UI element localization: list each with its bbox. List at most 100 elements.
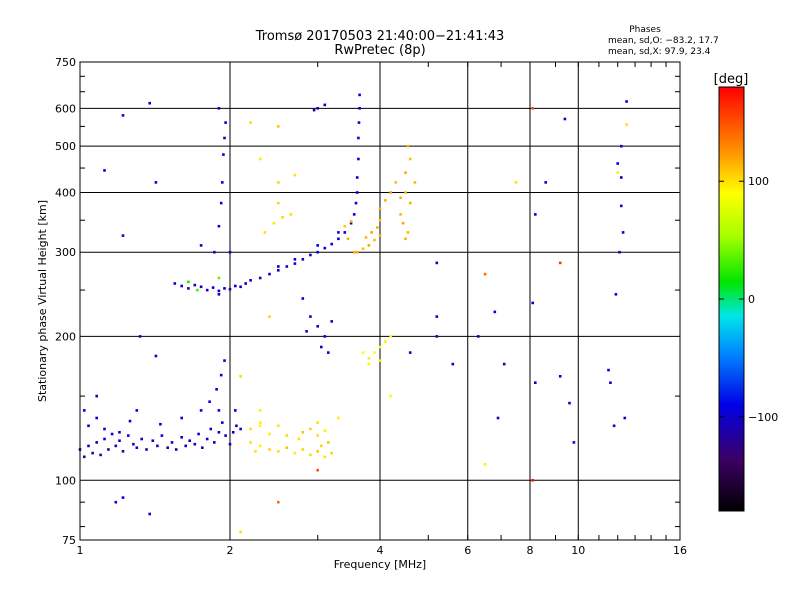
x-tick-label: 1	[77, 544, 84, 557]
data-point	[221, 181, 224, 184]
y-tick-label: 500	[55, 140, 76, 153]
data-point	[118, 431, 121, 434]
data-point	[544, 181, 547, 184]
data-point	[376, 226, 379, 229]
data-point	[156, 444, 159, 448]
data-point	[197, 432, 200, 436]
data-point	[132, 442, 135, 446]
data-point	[364, 236, 368, 239]
data-point	[215, 388, 218, 391]
data-point	[127, 434, 130, 437]
data-point	[330, 451, 333, 455]
data-point	[196, 288, 199, 292]
data-point	[451, 362, 455, 366]
data-point	[620, 176, 623, 179]
data-point	[320, 345, 323, 349]
data-point	[367, 362, 371, 366]
data-point	[323, 455, 327, 459]
x-tick-label: 8	[527, 544, 534, 557]
data-point	[406, 231, 410, 234]
data-point	[305, 330, 308, 333]
data-point	[121, 234, 125, 237]
data-point	[616, 171, 619, 174]
data-point	[346, 237, 350, 241]
data-point	[323, 246, 327, 250]
data-point	[309, 315, 312, 318]
data-point	[103, 437, 106, 441]
data-point	[221, 421, 224, 424]
data-point	[404, 237, 407, 241]
data-point	[277, 424, 280, 428]
data-point	[209, 427, 213, 431]
data-point	[199, 285, 203, 289]
data-point	[110, 432, 114, 436]
data-point	[609, 381, 612, 384]
data-point	[337, 231, 340, 234]
y-axis-label: Stationary phase Virtual Height [km]	[36, 200, 49, 402]
data-point	[281, 216, 284, 219]
data-point	[187, 287, 190, 290]
x-tick-label: 6	[464, 544, 471, 557]
data-point	[160, 434, 164, 437]
data-point	[316, 250, 319, 254]
data-point	[277, 500, 280, 504]
data-point	[289, 213, 293, 216]
data-point	[394, 181, 397, 184]
data-point	[378, 207, 382, 210]
data-point	[285, 265, 289, 268]
data-point	[154, 354, 158, 358]
data-point	[159, 422, 162, 426]
data-point	[378, 345, 382, 349]
data-point	[330, 242, 333, 246]
data-point	[357, 157, 360, 161]
data-point	[621, 231, 625, 234]
data-point	[277, 265, 280, 268]
data-point	[399, 196, 402, 200]
data-point	[301, 258, 305, 261]
data-point	[389, 191, 392, 194]
data-point	[293, 258, 297, 261]
data-point	[378, 218, 382, 222]
data-point	[148, 512, 151, 516]
data-point	[558, 261, 562, 265]
data-point	[297, 437, 301, 441]
stats-heading: Phases	[629, 25, 661, 35]
data-point	[408, 157, 412, 161]
y-tick-label: 400	[55, 186, 76, 199]
data-point	[128, 419, 132, 423]
data-point	[239, 427, 242, 431]
data-point	[103, 169, 106, 172]
data-point	[121, 496, 125, 499]
data-point	[268, 448, 271, 451]
data-point	[118, 439, 121, 442]
data-point	[384, 199, 387, 202]
y-tick-label: 100	[55, 474, 76, 487]
data-point	[222, 153, 225, 156]
data-point	[384, 340, 387, 343]
data-point	[239, 375, 242, 378]
data-point	[224, 434, 227, 437]
y-tick-label: 300	[55, 246, 76, 259]
data-point	[378, 359, 382, 362]
data-point	[83, 455, 86, 459]
data-point	[99, 453, 102, 457]
data-point	[323, 429, 327, 432]
data-point	[514, 181, 518, 184]
data-point	[145, 448, 148, 451]
stats-line-x: mean, sd,X: 97.9, 23.4	[608, 47, 711, 57]
data-point	[231, 431, 235, 434]
data-point	[408, 201, 412, 205]
data-point	[337, 237, 340, 241]
data-point	[389, 394, 392, 398]
data-point	[309, 453, 312, 457]
data-point	[301, 448, 305, 451]
data-point	[277, 201, 280, 205]
data-point	[277, 125, 280, 128]
data-point	[357, 136, 360, 140]
data-point	[316, 450, 319, 453]
data-point	[239, 530, 242, 534]
data-point	[140, 437, 143, 441]
stats-line-o: mean, sd,O: −83.2, 17.7	[608, 36, 719, 46]
data-point	[435, 261, 439, 265]
